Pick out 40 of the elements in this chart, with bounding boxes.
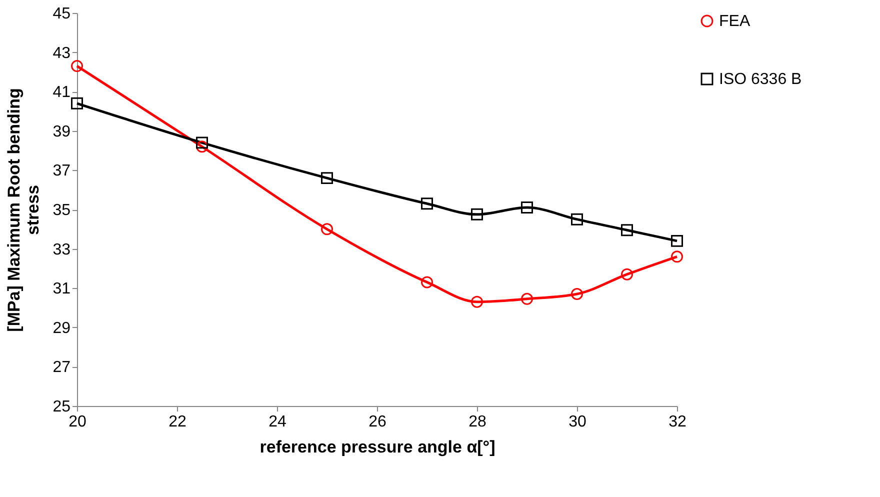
y-tick-label: 35 bbox=[52, 202, 71, 219]
point bbox=[471, 208, 483, 220]
point bbox=[71, 97, 83, 110]
y-axis-title: [MPa] Maximum Root bending stress bbox=[4, 88, 43, 332]
point bbox=[421, 198, 433, 210]
point bbox=[571, 213, 583, 226]
point bbox=[321, 172, 333, 184]
point bbox=[321, 223, 333, 236]
point bbox=[196, 136, 208, 149]
point bbox=[671, 234, 683, 247]
point bbox=[421, 276, 433, 288]
x-tick-label: 24 bbox=[268, 414, 286, 430]
legend-label: ISO 6336 B bbox=[719, 71, 802, 88]
y-tick-label: 25 bbox=[52, 398, 71, 416]
point bbox=[521, 202, 533, 214]
point bbox=[671, 250, 683, 263]
y-tick-label: 41 bbox=[52, 84, 71, 102]
point bbox=[621, 268, 633, 280]
y-tick-label: 37 bbox=[52, 162, 71, 180]
y-tick-label: 29 bbox=[52, 320, 71, 337]
x-tick-label: 30 bbox=[568, 414, 586, 430]
y-tick-label: 31 bbox=[52, 280, 71, 298]
point bbox=[571, 288, 583, 300]
x-tick-label: 22 bbox=[168, 414, 186, 430]
point bbox=[521, 292, 533, 305]
point bbox=[621, 224, 633, 236]
x-tick-label: 32 bbox=[668, 414, 686, 430]
x-axis-title: reference pressure angle α[°] bbox=[260, 438, 496, 456]
y-tick-label: 43 bbox=[52, 44, 71, 62]
legend-label: FEA bbox=[719, 13, 750, 30]
point bbox=[196, 140, 208, 153]
x-tick-label: 28 bbox=[468, 414, 486, 430]
point bbox=[471, 296, 483, 308]
y-tick-label: 39 bbox=[52, 123, 71, 140]
x-tick-label: 20 bbox=[68, 414, 86, 430]
y-tick-label: 33 bbox=[52, 241, 71, 258]
y-tick-label: 45 bbox=[52, 6, 71, 22]
x-tick-label: 26 bbox=[368, 414, 386, 430]
point bbox=[71, 60, 83, 72]
y-tick-label: 27 bbox=[52, 359, 71, 376]
